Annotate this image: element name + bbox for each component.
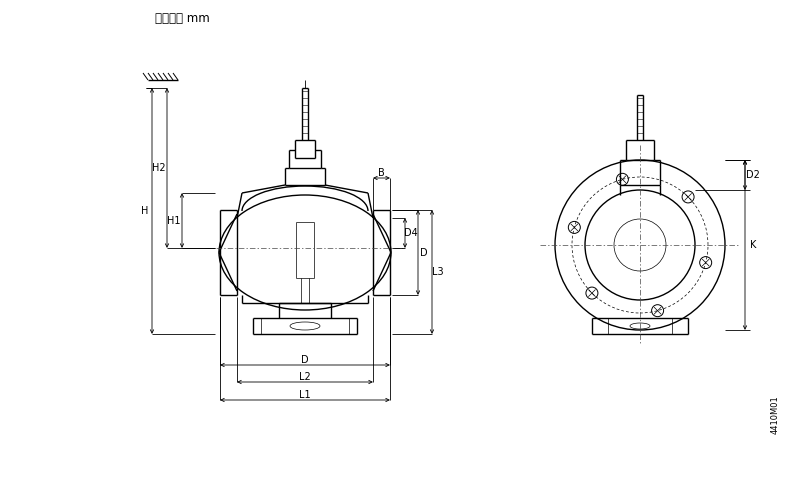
Text: D: D bbox=[301, 355, 309, 365]
Text: D: D bbox=[420, 247, 427, 258]
Text: B: B bbox=[378, 168, 385, 178]
Text: H2: H2 bbox=[152, 163, 166, 173]
Text: K: K bbox=[750, 240, 756, 250]
Text: L1: L1 bbox=[299, 390, 311, 400]
Text: 尺寸单位 mm: 尺寸单位 mm bbox=[155, 11, 210, 24]
Text: D2: D2 bbox=[746, 170, 760, 180]
Text: L3: L3 bbox=[432, 267, 444, 277]
Text: H1: H1 bbox=[167, 216, 181, 225]
Text: L2: L2 bbox=[299, 372, 311, 382]
Text: H: H bbox=[141, 206, 149, 216]
Text: 4410M01: 4410M01 bbox=[771, 395, 780, 434]
Text: D4: D4 bbox=[404, 228, 418, 238]
